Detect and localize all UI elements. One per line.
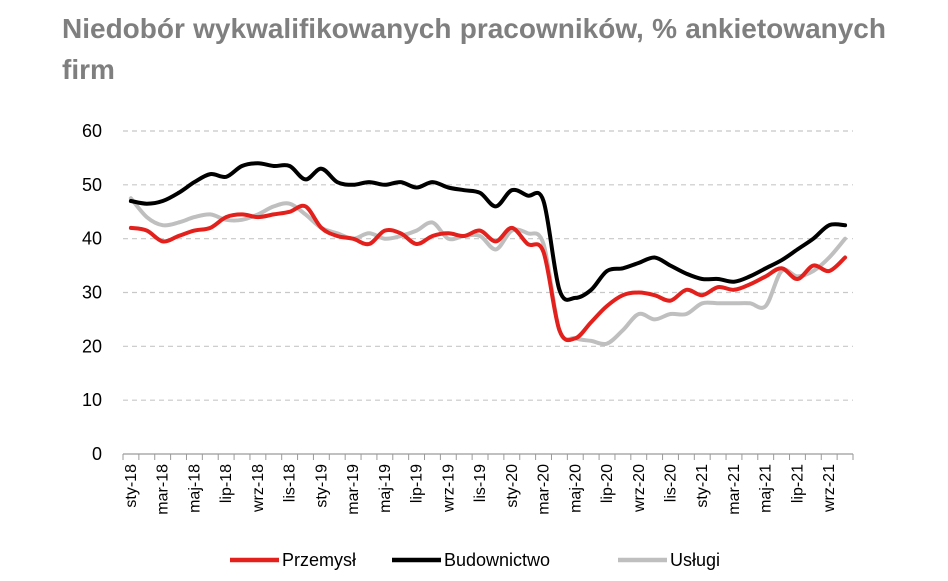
x-tick-label: mar-19 (345, 464, 362, 515)
x-tick-label: mar-20 (536, 464, 553, 515)
x-tick-label: wrz-18 (250, 464, 267, 513)
y-tick-label: 60 (82, 121, 102, 141)
y-tick-label: 0 (92, 444, 102, 464)
series-lines (128, 161, 848, 347)
legend-label: Usługi (670, 550, 720, 570)
x-tick-label: sty-18 (123, 464, 140, 508)
x-tick-label: sty-19 (313, 464, 330, 508)
x-tick-label: lip-21 (789, 464, 806, 503)
y-tick-label: 50 (82, 175, 102, 195)
y-tick-label: 40 (82, 229, 102, 249)
x-tick-label: wrz-19 (440, 464, 457, 513)
x-tick-label: maj-18 (186, 464, 203, 513)
series-line-usługi (128, 196, 848, 347)
x-tick-label: lis-19 (472, 464, 489, 502)
x-tick-label: mar-18 (155, 464, 172, 515)
legend-label: Budownictwo (444, 550, 550, 570)
x-tick-label: lip-18 (218, 464, 235, 503)
x-axis: sty-18 mar-18 maj-18 lip-18 wrz-18 lis-18 sty-… (122, 453, 854, 515)
y-tick-label: 10 (82, 390, 102, 410)
y-axis-ticks: 0 10 20 30 40 50 60 (82, 121, 102, 464)
x-tick-label: lip-20 (599, 464, 616, 503)
series-line-budownictwo (128, 161, 848, 302)
x-tick-label: maj-21 (758, 464, 775, 513)
x-tick-label: lis-20 (663, 464, 680, 502)
x-tick-label: sty-20 (504, 464, 521, 508)
x-tick-label: lip-19 (409, 464, 426, 503)
x-tick-label: lis-18 (282, 464, 299, 502)
x-tick-label: maj-19 (377, 464, 394, 513)
x-tick-label: sty-21 (694, 464, 711, 508)
legend: Przemysł Budownictwo Usługi (230, 550, 720, 570)
x-tick-label: mar-21 (726, 464, 743, 515)
x-tick-label: wrz-20 (631, 464, 648, 513)
x-tick-label: maj-20 (567, 464, 584, 513)
chart-title: Niedobór wykwalifikowanych pracowników, … (62, 13, 886, 85)
x-tick-label: wrz-21 (821, 464, 838, 513)
y-tick-label: 20 (82, 336, 102, 356)
y-tick-label: 30 (82, 283, 102, 303)
legend-label: Przemysł (282, 550, 356, 570)
series-line-przemysł (128, 203, 848, 343)
